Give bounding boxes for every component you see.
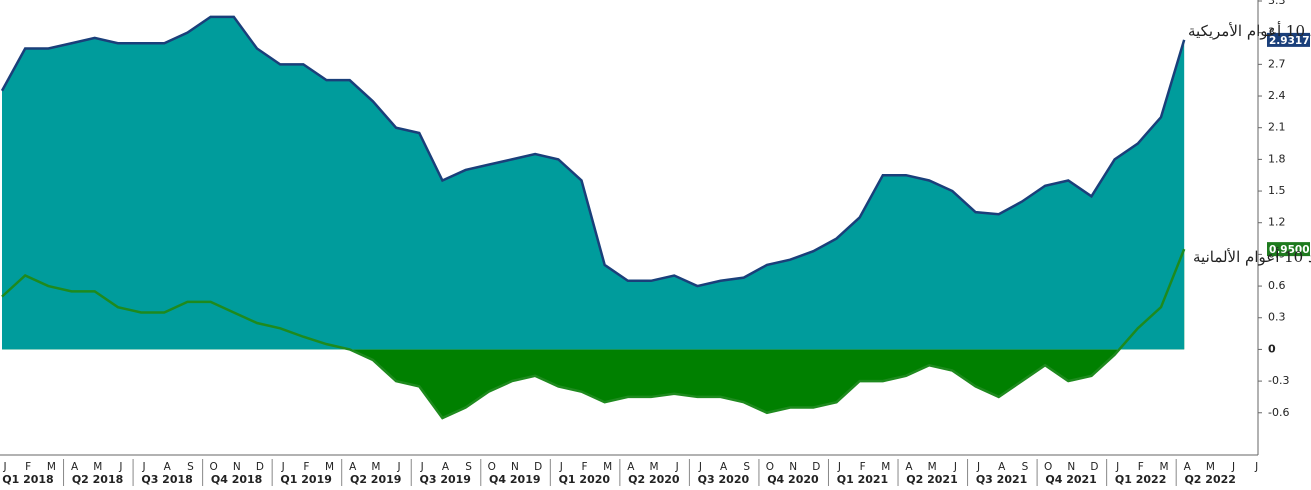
quarter-label: Q4 2018 bbox=[211, 473, 262, 486]
area bbox=[2, 16, 1185, 350]
x-tick-label: J bbox=[1231, 461, 1235, 473]
x-tick-label: S bbox=[1022, 461, 1029, 473]
annotation: عوائد 10 أعوام الألمانية bbox=[1193, 247, 1311, 266]
y-tick-label: 3.3 bbox=[1268, 0, 1286, 7]
x-tick-label: J bbox=[142, 461, 146, 473]
quarter-label: Q2 2018 bbox=[72, 473, 123, 486]
quarter-label: Q1 2021 bbox=[837, 473, 888, 486]
quarter-label: Q4 2020 bbox=[767, 473, 819, 486]
y-tick-label: -0.6 bbox=[1268, 406, 1289, 419]
x-tick-label: D bbox=[256, 461, 264, 473]
x-tick-label: D bbox=[812, 461, 820, 473]
x-tick-label: J bbox=[698, 461, 702, 473]
y-tick-label: 2.7 bbox=[1268, 57, 1286, 70]
x-tick-label: O bbox=[209, 461, 217, 473]
x-tick-label: M bbox=[603, 461, 612, 473]
x-tick-label: J bbox=[675, 461, 679, 473]
y-tick-label: 2.1 bbox=[1268, 121, 1286, 134]
x-tick-label: F bbox=[860, 461, 866, 473]
x-tick-label: N bbox=[789, 461, 797, 473]
quarter-label: Q2 2019 bbox=[350, 473, 401, 486]
x-tick-label: S bbox=[187, 461, 194, 473]
quarter-label: Q1 2020 bbox=[559, 473, 611, 486]
x-tick-label: N bbox=[511, 461, 519, 473]
value-label: 0.9500 bbox=[1269, 244, 1310, 256]
quarter-label: Q1 2019 bbox=[280, 473, 331, 486]
line bbox=[0, 15, 1186, 288]
quarter-label: Q2 2021 bbox=[906, 473, 957, 486]
y-tick-label: 2.4 bbox=[1268, 89, 1286, 102]
x-tick-label: S bbox=[743, 461, 750, 473]
x-tick-label: J bbox=[397, 461, 401, 473]
x-tick-label: J bbox=[953, 461, 957, 473]
quarter-label: Q3 2019 bbox=[420, 473, 471, 486]
area bbox=[2, 249, 1185, 419]
x-tick-label: J bbox=[1115, 461, 1119, 473]
x-tick-label: M bbox=[1206, 461, 1215, 473]
x-tick-label: F bbox=[581, 461, 587, 473]
quarter-label: Q3 2020 bbox=[698, 473, 750, 486]
y-tick-label: 0 bbox=[1268, 342, 1276, 355]
x-tick-label: J bbox=[420, 461, 424, 473]
y-tick-label: 0.6 bbox=[1268, 279, 1286, 292]
y-tick-label: 1.8 bbox=[1268, 152, 1286, 165]
x-tick-label: J bbox=[837, 461, 841, 473]
annotation: عوائد 10 أعوام الأمريكية bbox=[1188, 21, 1311, 40]
value-label-box bbox=[1267, 242, 1310, 257]
x-tick-label: M bbox=[93, 461, 102, 473]
x-tick-label: F bbox=[1138, 461, 1144, 473]
quarter-label: Q2 2020 bbox=[628, 473, 680, 486]
x-tick-label: M bbox=[881, 461, 890, 473]
x-tick-label: A bbox=[442, 461, 450, 473]
value-label-box bbox=[1267, 32, 1310, 47]
x-tick-label: D bbox=[1090, 461, 1098, 473]
line bbox=[1, 248, 1186, 420]
x-tick-label: F bbox=[25, 461, 31, 473]
x-tick-label: O bbox=[766, 461, 774, 473]
quarter-label: Q3 2018 bbox=[141, 473, 192, 486]
x-tick-label: A bbox=[998, 461, 1006, 473]
x-tick-label: M bbox=[325, 461, 334, 473]
x-tick-label: A bbox=[627, 461, 635, 473]
x-tick-label: M bbox=[371, 461, 380, 473]
x-tick-label: J bbox=[2, 461, 6, 473]
x-tick-label: J bbox=[118, 461, 122, 473]
x-tick-label: J bbox=[976, 461, 980, 473]
x-tick-label: M bbox=[47, 461, 56, 473]
y-tick-label: 3 bbox=[1268, 26, 1275, 39]
y-tick-label: -0.3 bbox=[1268, 374, 1289, 387]
x-tick-label: N bbox=[233, 461, 241, 473]
y-tick-label: 1.2 bbox=[1268, 216, 1286, 229]
quarter-label: Q1 2022 bbox=[1115, 473, 1166, 486]
value-label: 2.9317 bbox=[1269, 35, 1310, 47]
x-tick-label: O bbox=[1044, 461, 1052, 473]
x-tick-label: M bbox=[650, 461, 659, 473]
x-tick-label: N bbox=[1067, 461, 1075, 473]
quarter-label: Q2 2022 bbox=[1184, 473, 1235, 486]
quarter-label: Q4 2019 bbox=[489, 473, 540, 486]
x-tick-label: S bbox=[465, 461, 472, 473]
x-tick-label: J bbox=[1254, 461, 1258, 473]
x-tick-label: O bbox=[488, 461, 496, 473]
y-tick-label: 0.3 bbox=[1268, 311, 1286, 324]
x-tick-label: A bbox=[164, 461, 172, 473]
x-tick-label: A bbox=[905, 461, 913, 473]
x-tick-label: D bbox=[534, 461, 542, 473]
x-tick-label: F bbox=[303, 461, 309, 473]
x-tick-label: M bbox=[928, 461, 937, 473]
x-tick-label: A bbox=[71, 461, 79, 473]
x-tick-label: M bbox=[1159, 461, 1168, 473]
x-tick-label: J bbox=[281, 461, 285, 473]
x-tick-label: J bbox=[559, 461, 563, 473]
x-tick-label: A bbox=[349, 461, 357, 473]
quarter-label: Q3 2021 bbox=[976, 473, 1027, 486]
y-tick-label: 1.5 bbox=[1268, 184, 1286, 197]
quarter-label: Q4 2021 bbox=[1045, 473, 1096, 486]
quarter-label: Q1 2018 bbox=[2, 473, 53, 486]
x-tick-label: A bbox=[1184, 461, 1192, 473]
x-tick-label: A bbox=[720, 461, 728, 473]
